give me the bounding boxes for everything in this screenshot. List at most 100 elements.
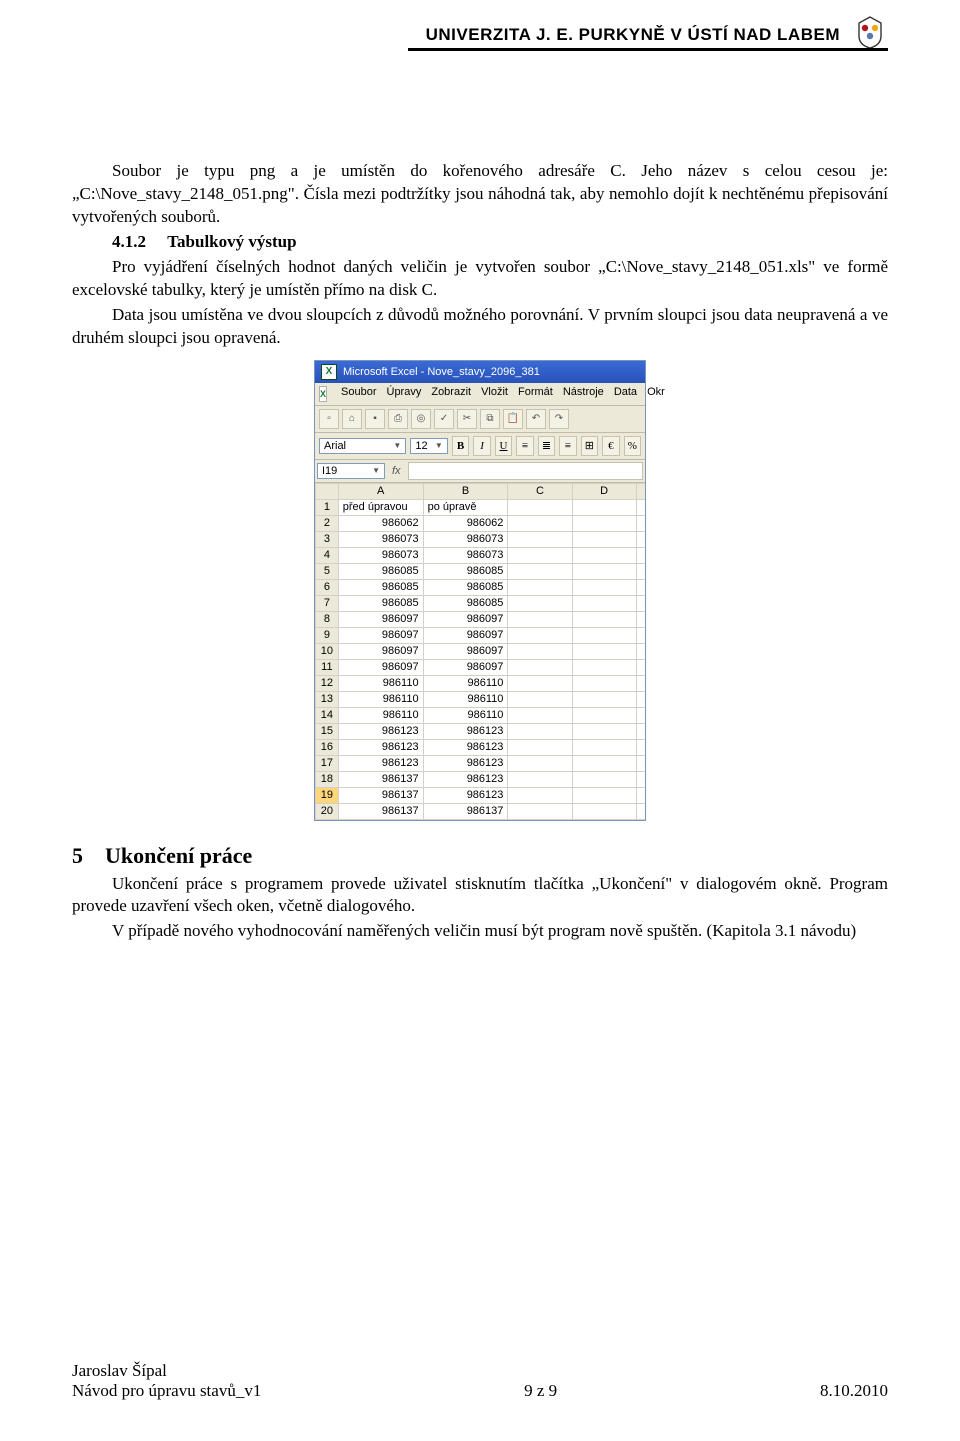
redo-icon[interactable]: ↷ [549,409,569,429]
cell[interactable] [572,547,636,563]
cell[interactable] [508,547,572,563]
cell[interactable] [508,595,572,611]
cell[interactable] [508,659,572,675]
merge-icon[interactable]: ⊞ [581,436,598,456]
row-header[interactable]: 11 [316,659,339,675]
underline-button[interactable]: U [495,436,512,456]
cell[interactable] [572,595,636,611]
cell[interactable]: 986110 [423,691,508,707]
row-header[interactable]: 15 [316,723,339,739]
align-right-icon[interactable]: ≡ [559,436,576,456]
row-header[interactable]: 13 [316,691,339,707]
cell[interactable]: 986123 [338,755,423,771]
cell[interactable]: 986110 [338,675,423,691]
cell[interactable] [572,579,636,595]
cell[interactable] [636,499,645,515]
cell[interactable] [508,755,572,771]
cell[interactable]: 986097 [423,611,508,627]
cell[interactable] [572,627,636,643]
cell[interactable]: 986137 [338,787,423,803]
cell[interactable]: 986062 [423,515,508,531]
new-icon[interactable]: ▫ [319,409,339,429]
cell[interactable]: 986097 [338,627,423,643]
percent-icon[interactable]: % [624,436,641,456]
row-header[interactable]: 12 [316,675,339,691]
row-header[interactable]: 18 [316,771,339,787]
row-header[interactable]: 1 [316,499,339,515]
cell[interactable]: 986137 [338,771,423,787]
row-header[interactable]: 16 [316,739,339,755]
cell[interactable]: před úpravou [338,499,423,515]
cell[interactable]: 986097 [338,659,423,675]
cell[interactable] [636,563,645,579]
cell[interactable]: 986097 [338,611,423,627]
cell[interactable] [508,707,572,723]
align-center-icon[interactable]: ≣ [538,436,555,456]
col-header[interactable] [636,483,645,499]
save-icon[interactable]: ▪ [365,409,385,429]
spell-icon[interactable]: ✓ [434,409,454,429]
cell[interactable]: 986123 [423,755,508,771]
currency-icon[interactable]: € [602,436,619,456]
cell[interactable] [636,739,645,755]
cell[interactable]: 986110 [338,707,423,723]
cell[interactable] [636,675,645,691]
cell[interactable]: 986137 [338,803,423,819]
cell[interactable] [572,659,636,675]
cell[interactable]: 986073 [423,531,508,547]
cell[interactable] [636,659,645,675]
cell[interactable] [572,675,636,691]
cell[interactable] [508,771,572,787]
cell[interactable] [508,739,572,755]
menu-nastroje[interactable]: Nástroje [563,386,604,402]
row-header[interactable]: 4 [316,547,339,563]
cell[interactable]: 986073 [423,547,508,563]
cell[interactable]: 986062 [338,515,423,531]
cell[interactable]: 986085 [423,563,508,579]
cell[interactable] [572,531,636,547]
cell[interactable]: 986123 [423,787,508,803]
cell[interactable] [636,723,645,739]
cell[interactable] [636,803,645,819]
col-header[interactable]: A [338,483,423,499]
cell[interactable] [636,755,645,771]
cell[interactable]: 986085 [338,579,423,595]
font-name-selector[interactable]: Arial ▼ [319,438,406,454]
col-header[interactable]: D [572,483,636,499]
row-header[interactable]: 14 [316,707,339,723]
cell[interactable]: 986123 [338,739,423,755]
menu-okno[interactable]: Okr [647,386,665,402]
bold-button[interactable]: B [452,436,469,456]
cell[interactable]: 986123 [423,723,508,739]
cell[interactable] [508,515,572,531]
cell[interactable] [508,611,572,627]
cell[interactable] [508,643,572,659]
cell[interactable] [572,563,636,579]
cell[interactable] [636,771,645,787]
copy-icon[interactable]: ⧉ [480,409,500,429]
preview-icon[interactable]: ◎ [411,409,431,429]
menu-data[interactable]: Data [614,386,637,402]
cell[interactable] [636,515,645,531]
cell[interactable]: 986097 [423,627,508,643]
menu-soubor[interactable]: Soubor [341,386,376,402]
cell[interactable] [572,755,636,771]
cell[interactable] [572,515,636,531]
paste-icon[interactable]: 📋 [503,409,523,429]
cell[interactable]: 986085 [338,595,423,611]
menu-format[interactable]: Formát [518,386,553,402]
cell[interactable] [508,723,572,739]
cell[interactable]: po úpravě [423,499,508,515]
fx-icon[interactable]: fx [388,465,405,477]
cell[interactable] [572,691,636,707]
row-header[interactable]: 8 [316,611,339,627]
cell[interactable] [508,531,572,547]
cell[interactable]: 986123 [338,723,423,739]
cell[interactable]: 986110 [423,675,508,691]
cell[interactable] [572,723,636,739]
cell[interactable] [508,563,572,579]
undo-icon[interactable]: ↶ [526,409,546,429]
cell[interactable] [636,707,645,723]
row-header[interactable]: 5 [316,563,339,579]
cell[interactable]: 986097 [423,643,508,659]
